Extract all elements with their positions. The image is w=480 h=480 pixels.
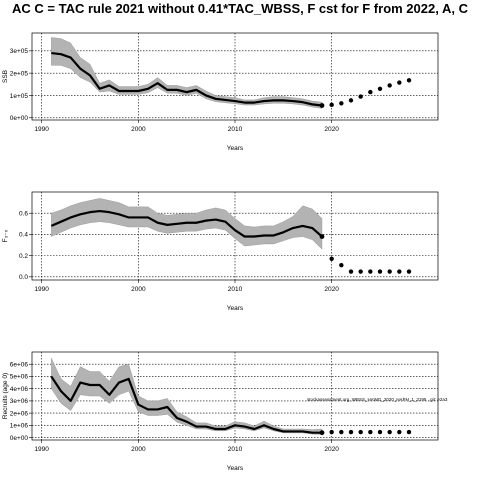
x-tick-label: 2010: [228, 126, 243, 133]
forecast-point: [397, 269, 402, 274]
forecast-point: [358, 94, 363, 99]
forecast-point: [397, 429, 402, 435]
forecast-point: [358, 269, 363, 274]
forecast-point: [387, 429, 392, 435]
y-axis-label: SSB: [2, 70, 9, 83]
x-tick-label: 2020: [324, 126, 339, 133]
forecast-point: [406, 78, 412, 83]
chart-panel-3: 1990 2000 2010 2020 0e+00 1e+06 2e+06 3e+06 4e+0…: [2, 351, 439, 472]
chart-panel-2: 1990 2000 2010 2020 0.0 0.2 0.4 0.6 Years F₃₋₆: [2, 191, 439, 312]
x-tick-label: 2010: [228, 446, 243, 453]
x-axis-label: Years: [227, 145, 244, 152]
forecast-point: [339, 429, 344, 435]
y-tick-label: 1e+05: [10, 93, 29, 100]
y-tick-label: 2e+05: [10, 70, 29, 77]
figure-title: AC C = TAC rule 2021 without 0.41*TAC_WB…: [12, 1, 469, 16]
x-axis-label: Years: [227, 305, 244, 312]
y-tick-label: 6e+06: [10, 362, 29, 369]
y-tick-label: 4e+06: [10, 386, 29, 393]
y-tick-label: 0.4: [19, 232, 28, 239]
forecast-point: [377, 269, 383, 274]
x-tick-label: 1990: [34, 286, 49, 293]
forecast-point: [329, 256, 334, 261]
y-tick-label: 1e+06: [10, 423, 29, 430]
forecast-point: [339, 262, 344, 268]
forecast-point: [387, 83, 392, 88]
forecast-point: [377, 86, 383, 91]
forecast-point: [348, 98, 354, 103]
forecast-point: [406, 429, 412, 435]
series-line: [50, 209, 323, 238]
x-tick-label: 2020: [324, 446, 339, 453]
forecast-point: [329, 429, 334, 435]
series-line: [51, 51, 323, 107]
forecast-point: [329, 102, 334, 108]
x-tick-label: 2000: [131, 126, 146, 133]
forecast-point: [397, 80, 402, 85]
y-tick-label: 5e+06: [10, 374, 29, 381]
forecast-point: [348, 429, 354, 435]
x-tick-label: 1990: [34, 126, 49, 133]
forecast-point: [377, 429, 383, 435]
forecast-point: [368, 269, 373, 274]
source-annotation: stockassessment.org, WBSS_HAWG_2020_HAPH…: [307, 397, 448, 402]
y-tick-label: 2e+06: [10, 410, 29, 417]
series-line: [50, 375, 322, 434]
x-tick-label: 2020: [324, 286, 339, 293]
series-end-point: [319, 430, 325, 436]
x-tick-label: 2000: [131, 286, 146, 293]
forecast-point: [368, 429, 373, 435]
y-tick-label: 3e+06: [10, 398, 29, 405]
forecast-point: [339, 101, 344, 106]
y-tick-label: 0e+00: [10, 115, 29, 122]
y-tick-label: 3e+05: [10, 48, 29, 55]
y-tick-label: 0.2: [19, 253, 28, 260]
y-tick-label: 0.6: [19, 211, 28, 218]
panels: 1990 2000 2010 2020 0e+00 1e+05 2e+05 3e+05 Year…: [2, 32, 439, 472]
series-end-point: [319, 234, 325, 239]
forecast-point: [387, 269, 392, 274]
forecast-point: [406, 269, 412, 274]
y-axis-label: F₃₋₆: [2, 229, 9, 242]
chart-panel-1: 1990 2000 2010 2020 0e+00 1e+05 2e+05 3e+05 Year…: [2, 32, 439, 152]
x-axis-label: Years: [227, 465, 244, 472]
x-tick-label: 2000: [131, 446, 146, 453]
forecast-point: [358, 429, 363, 435]
x-tick-label: 1990: [34, 446, 49, 453]
forecast-point: [368, 89, 373, 95]
y-tick-label: 0.0: [19, 274, 28, 281]
y-tick-label: 0e+00: [10, 435, 29, 442]
x-tick-label: 2010: [228, 286, 243, 293]
series-end-point: [319, 103, 325, 108]
forecast-point: [348, 269, 354, 274]
y-axis-label: Recruits (age 0): [2, 373, 9, 419]
